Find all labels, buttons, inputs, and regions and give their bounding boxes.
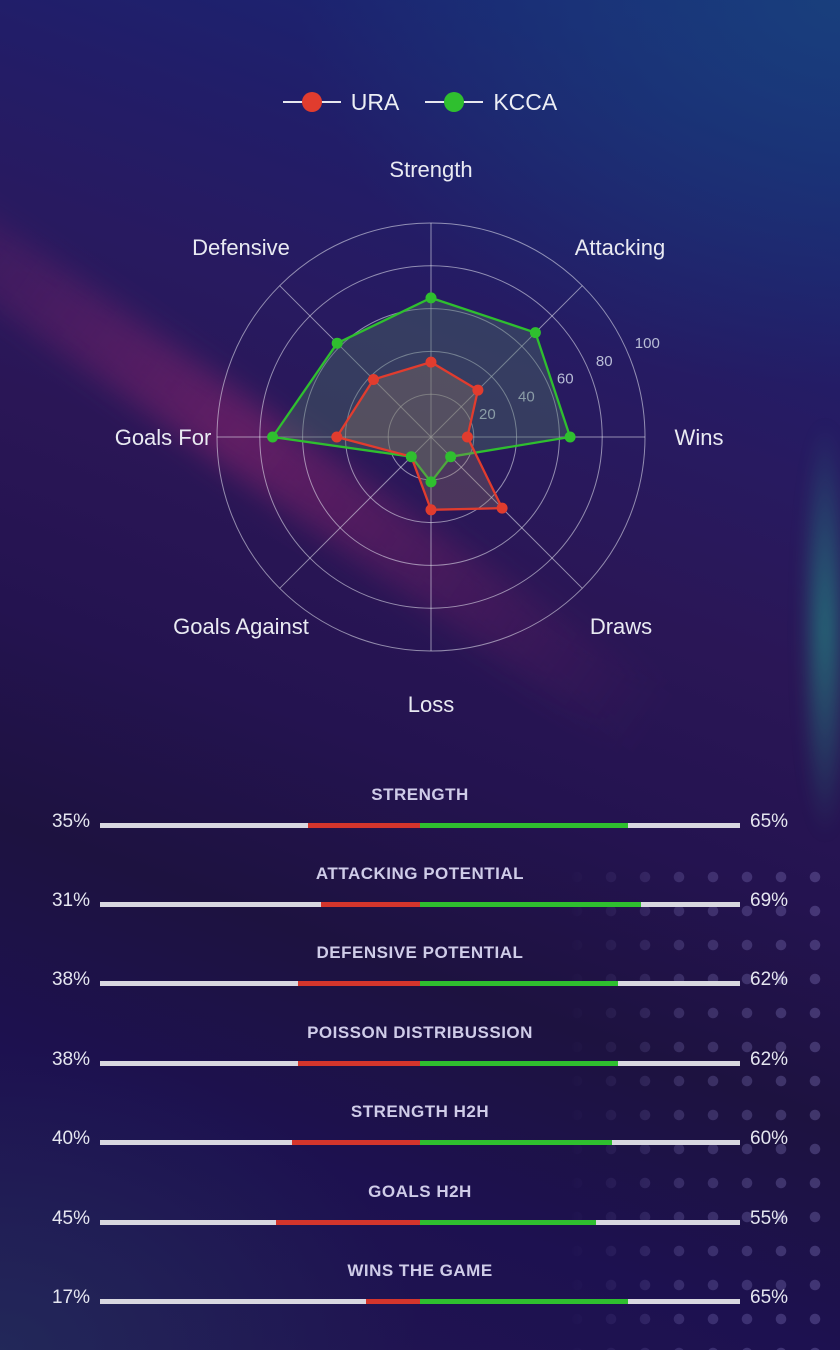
svg-text:60: 60 bbox=[557, 371, 574, 388]
svg-text:80: 80 bbox=[596, 353, 613, 370]
svg-text:100: 100 bbox=[635, 335, 660, 352]
